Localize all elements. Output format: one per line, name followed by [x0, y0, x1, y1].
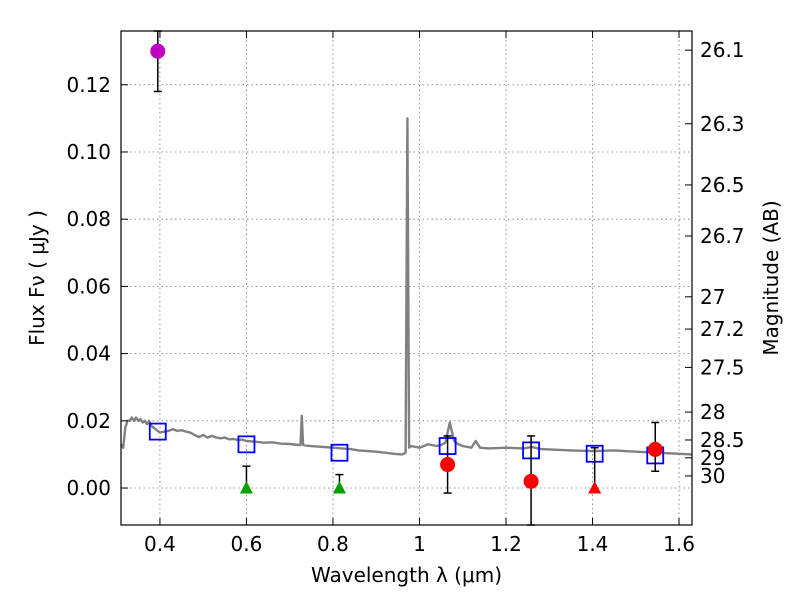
detection-point [150, 43, 166, 59]
grid-lines [121, 31, 692, 525]
right-tick-label: 27.5 [700, 355, 745, 379]
x-tick-label: 0.4 [144, 532, 176, 556]
y-axis-title: Flux Fν ( μJy ) [25, 210, 49, 346]
x-tick-label: 0.8 [317, 532, 349, 556]
right-tick-label: 27.2 [700, 317, 745, 341]
data-marks-layer [148, 30, 665, 526]
right-tick-label: 26.1 [700, 38, 745, 62]
detection-point [647, 441, 663, 457]
upper-limit-triangle [332, 481, 346, 494]
model-photometry-square [148, 422, 167, 441]
x-tick-label: 1.4 [577, 532, 609, 556]
y-tick-label: 0.00 [66, 476, 111, 500]
x-tick-label: 0.6 [231, 532, 263, 556]
upper-limit-triangle [239, 481, 253, 494]
axis-ticks: 0.4 0.6 0.8 1 1.2 1.4 1.6 0.00 0.02 0.04 0.06 0.08 0… [66, 31, 745, 556]
y-tick-label: 0.02 [66, 409, 111, 433]
y-tick-label: 0.06 [66, 274, 111, 298]
y-tick-label: 0.12 [66, 73, 111, 97]
right-tick-label: 26.5 [700, 173, 745, 197]
y-tick-label: 0.10 [66, 140, 111, 164]
sed-model-line [119, 117, 693, 456]
right-tick-label: 26.7 [700, 224, 745, 248]
x-axis-title: Wavelength λ (μm) [311, 563, 502, 587]
plot-frame [120, 30, 693, 526]
sed-model-layer [119, 117, 693, 456]
right-tick-label: 27 [700, 285, 725, 309]
x-tick-label: 1.6 [663, 532, 695, 556]
detection-point [523, 473, 539, 489]
right-tick-label: 30 [700, 464, 725, 488]
right-tick-label: 28.5 [700, 428, 745, 452]
x-tick-label: 1.2 [490, 532, 522, 556]
right-axis-title: Magnitude (AB) [759, 200, 783, 355]
right-tick-label: 26.3 [700, 112, 745, 136]
y-tick-label: 0.08 [66, 207, 111, 231]
detection-point [440, 457, 456, 473]
x-tick-label: 1 [413, 532, 426, 556]
right-tick-label: 29 [700, 446, 725, 470]
right-tick-label: 28 [700, 400, 725, 424]
model-photometry-square [237, 435, 256, 454]
y-tick-label: 0.04 [66, 342, 111, 366]
upper-limit-triangle [588, 481, 602, 494]
model-photometry-square [330, 443, 349, 462]
